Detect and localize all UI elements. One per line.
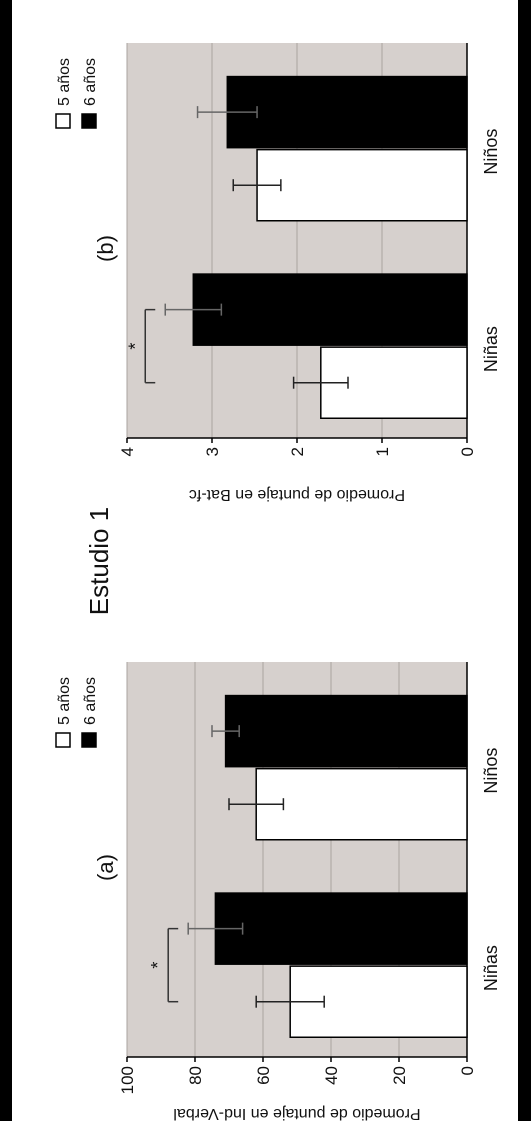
y-tick-label: 0 — [458, 447, 477, 456]
y-tick-label: 100 — [118, 1066, 137, 1094]
x-tick-label: Niños — [481, 129, 501, 175]
legend-label: 5 años — [56, 58, 73, 106]
y-tick-label: 60 — [254, 1066, 273, 1085]
legend-swatch — [81, 113, 97, 129]
y-tick-label: 1 — [373, 447, 392, 456]
bar — [224, 694, 468, 768]
y-axis-label: Promedio de puntaje en Bat-fc — [189, 486, 405, 503]
bar — [256, 148, 468, 222]
legend-label: 6 años — [82, 677, 99, 725]
legend-swatch — [55, 113, 71, 129]
y-tick-label: 2 — [288, 447, 307, 456]
x-tick-label: Niñas — [481, 326, 501, 372]
chart-panel-a: 0 20 40 60 80 100 Promedio de puntaje en Ind-V… — [55, 662, 501, 1121]
y-tick-label: 20 — [390, 1066, 409, 1085]
y-tick-label: 4 — [118, 447, 137, 456]
bar — [214, 892, 468, 965]
bar — [192, 273, 468, 346]
legend-swatch — [55, 732, 71, 748]
figure-title: Estudio 1 — [84, 507, 114, 615]
y-tick-label: 80 — [186, 1066, 205, 1085]
legend-swatch — [81, 732, 97, 748]
significance-star: * — [125, 343, 145, 350]
y-tick-label: 40 — [322, 1066, 341, 1085]
y-tick-label: 0 — [458, 1066, 477, 1075]
significance-star: * — [148, 962, 168, 969]
legend-label: 5 años — [56, 677, 73, 725]
figure-page: Estudio 1 0 20 40 60 80 100 Promedio de puntaj… — [12, 0, 518, 1121]
x-tick-label: Niños — [481, 748, 501, 794]
panel-label: (b) — [93, 235, 118, 262]
legend-label: 6 años — [82, 58, 99, 106]
panel-label: (a) — [93, 854, 118, 881]
x-tick-label: Niñas — [481, 945, 501, 991]
bar — [226, 75, 468, 149]
y-axis-label: Promedio de puntaje en Ind-Verbal — [173, 1105, 420, 1121]
y-tick-label: 3 — [203, 447, 222, 456]
chart-panel-b: 0 1 2 3 4 Promedio de puntaje en Bat-fc (b) Niñ… — [55, 43, 501, 503]
bar — [255, 767, 468, 841]
rotated-figure: Estudio 1 0 20 40 60 80 100 Promedio de puntaj… — [12, 0, 518, 1121]
